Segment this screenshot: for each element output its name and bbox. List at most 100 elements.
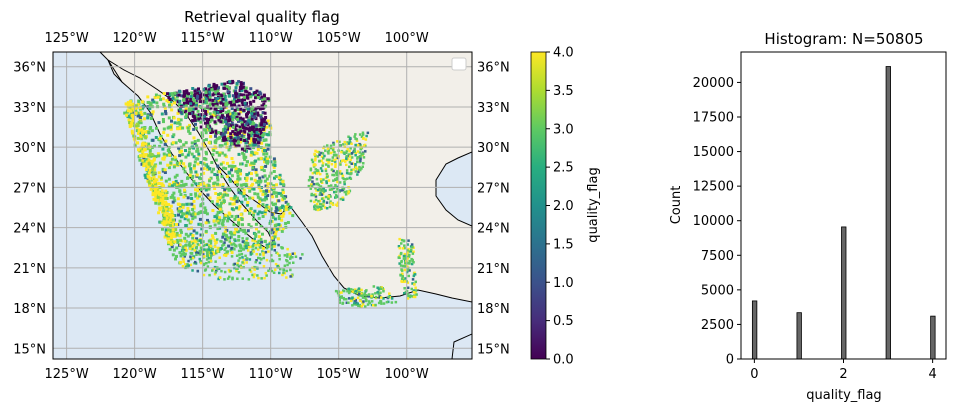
data-cell <box>261 215 265 218</box>
data-cell <box>219 276 222 279</box>
data-cell <box>412 289 415 292</box>
data-cell <box>208 93 211 97</box>
data-cell <box>185 113 189 117</box>
data-cell <box>314 198 318 202</box>
data-cell <box>353 135 356 138</box>
data-cell <box>354 303 358 306</box>
data-cell <box>256 132 260 136</box>
data-cell <box>184 155 188 159</box>
data-cell <box>318 193 322 196</box>
data-cell <box>181 257 185 261</box>
data-cell <box>368 301 371 305</box>
data-cell <box>208 273 211 277</box>
data-cell <box>227 188 231 192</box>
data-cell <box>376 291 379 294</box>
data-cell <box>132 116 135 120</box>
data-cell <box>194 157 198 161</box>
data-cell <box>250 112 254 116</box>
data-cell <box>182 245 185 248</box>
data-cell <box>193 116 197 120</box>
data-cell <box>218 197 222 201</box>
data-cell <box>252 161 256 165</box>
data-cell <box>185 89 189 93</box>
data-cell <box>251 248 255 252</box>
data-cell <box>316 188 320 192</box>
data-cell <box>213 265 217 269</box>
data-cell <box>182 252 186 255</box>
data-cell <box>211 269 214 272</box>
data-cell <box>413 271 416 275</box>
data-cell <box>230 164 234 168</box>
data-cell <box>243 124 247 128</box>
data-cell <box>200 113 204 117</box>
data-cell <box>243 157 247 161</box>
data-cell <box>274 202 277 206</box>
data-cell <box>190 106 194 110</box>
data-cell <box>237 221 240 225</box>
data-cell <box>404 261 407 265</box>
data-cell <box>414 286 417 289</box>
data-cell <box>221 195 225 199</box>
histogram-xlabel: quality_flag <box>806 388 881 403</box>
data-cell <box>236 263 239 267</box>
data-cell <box>250 161 254 165</box>
data-cell <box>259 189 263 193</box>
data-cell <box>215 269 218 273</box>
data-cell <box>176 100 180 104</box>
data-cell <box>322 157 325 160</box>
data-cell <box>277 243 280 247</box>
data-cell <box>366 131 370 135</box>
data-cell <box>191 242 195 245</box>
data-cell <box>278 206 282 210</box>
data-cell <box>187 164 191 168</box>
data-cell <box>275 227 279 231</box>
data-cell <box>277 223 281 227</box>
data-cell <box>153 144 156 148</box>
data-cell <box>239 137 243 141</box>
data-cell <box>233 97 236 101</box>
data-cell <box>196 146 200 150</box>
data-cell <box>133 143 137 147</box>
data-cell <box>157 181 161 185</box>
data-cell <box>157 190 161 194</box>
data-cell <box>219 204 223 208</box>
data-cell <box>223 95 227 98</box>
data-cell <box>273 235 277 239</box>
data-cell <box>191 269 194 272</box>
data-cell <box>245 245 248 248</box>
data-cell <box>322 199 326 203</box>
data-cell <box>176 197 180 201</box>
data-cell <box>315 177 319 181</box>
data-cell <box>188 173 192 177</box>
data-cell <box>270 258 273 261</box>
data-cell <box>211 236 215 240</box>
map-gridlines <box>53 52 472 359</box>
data-cell <box>222 103 226 107</box>
data-cell <box>205 100 209 104</box>
data-cell <box>137 129 141 133</box>
data-cell <box>320 151 323 155</box>
data-cell <box>177 209 181 213</box>
data-cell <box>353 291 356 294</box>
data-cell <box>232 223 236 227</box>
data-cell <box>355 139 359 142</box>
data-cell <box>329 146 333 150</box>
data-cell <box>262 139 266 142</box>
data-cell <box>406 256 410 259</box>
data-cell <box>199 222 203 226</box>
data-cell <box>182 203 186 207</box>
data-cell <box>338 291 341 295</box>
data-cell <box>161 199 165 203</box>
data-cell <box>180 179 184 183</box>
data-cell <box>272 190 276 194</box>
data-cell <box>128 103 132 107</box>
data-cell <box>162 209 166 213</box>
data-cell <box>286 263 289 267</box>
data-cell <box>242 259 245 262</box>
data-cell <box>154 182 157 186</box>
data-cell <box>246 201 250 204</box>
data-cell <box>206 243 209 246</box>
data-cell <box>198 96 202 100</box>
data-cell <box>316 150 319 154</box>
data-cell <box>176 118 180 122</box>
